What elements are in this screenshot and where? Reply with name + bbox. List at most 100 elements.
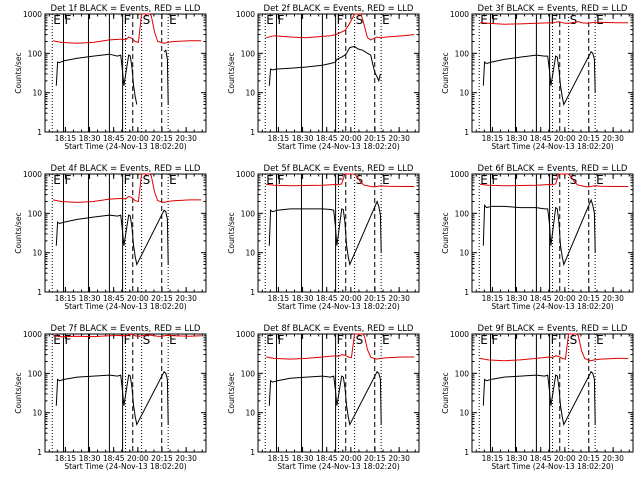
series-line-events — [268, 45, 381, 86]
x-tick-label: 18:30 — [79, 134, 101, 143]
x-tick-label: 18:30 — [79, 294, 101, 303]
x-axis-label: Start Time (24-Nov-13 18:02:20) — [491, 302, 613, 311]
y-tick-label: 100 — [455, 49, 470, 58]
x-axis-label: Start Time (24-Nov-13 18:02:20) — [277, 142, 399, 151]
event-marker-label: E — [480, 173, 488, 187]
panel-title: Det 2f BLACK = Events, RED = LLD — [264, 4, 414, 14]
detector-panel-8: Det 8f BLACK = Events, RED = LLD 1 10 100 10… — [227, 324, 420, 471]
x-tick-label: 20:30 — [388, 134, 410, 143]
event-marker-label: F — [124, 333, 131, 347]
y-axis-label: Counts/sec — [14, 52, 23, 93]
detector-panel-7: Det 7f BLACK = Events, RED = LLD 1 10 100 10… — [14, 324, 207, 471]
y-axis-label: Counts/sec — [227, 52, 236, 93]
y-tick-label: 10 — [32, 249, 42, 258]
y-tick-label: 10 — [459, 409, 469, 418]
y-tick-label: 1000 — [450, 330, 469, 339]
series-line-events — [482, 370, 596, 426]
y-tick-label: 1 — [464, 128, 469, 137]
panel-title: Det 8f BLACK = Events, RED = LLD — [264, 324, 414, 334]
x-axis-label: Start Time (24-Nov-13 18:02:20) — [64, 142, 186, 151]
y-tick-label: 1 — [250, 288, 255, 297]
panel-title: Det 4f BLACK = Events, RED = LLD — [51, 164, 201, 174]
y-tick-label: 1000 — [23, 330, 42, 339]
x-tick-label: 18:45 — [530, 134, 552, 143]
detector-panel-3: Det 3f BLACK = Events, RED = LLD 1 10 100 10… — [441, 4, 634, 151]
event-marker-label: S — [143, 333, 151, 347]
y-tick-label: 100 — [28, 209, 43, 218]
event-marker-label: S — [356, 13, 364, 27]
x-tick-label: 18:15 — [55, 454, 77, 463]
event-marker-label: E — [169, 173, 177, 187]
series-line-events — [55, 49, 169, 105]
x-tick-label: 18:45 — [316, 294, 338, 303]
plot-frame — [257, 13, 420, 133]
y-axis-label: Counts/sec — [14, 212, 23, 253]
x-tick-label: 20:15 — [151, 454, 173, 463]
y-tick-label: 1 — [250, 128, 255, 137]
event-marker-label: E — [266, 173, 274, 187]
event-marker-label: S — [570, 13, 578, 27]
x-tick-label: 18:45 — [103, 134, 125, 143]
event-marker-label: F — [551, 13, 558, 27]
x-axis-label: Start Time (24-Nov-13 18:02:20) — [491, 462, 613, 471]
x-tick-label: 18:30 — [506, 294, 528, 303]
x-tick-label: 18:30 — [79, 454, 101, 463]
detector-panel-1: Det 1f BLACK = Events, RED = LLD 1 10 100 10… — [14, 4, 207, 151]
y-tick-label: 1000 — [236, 330, 255, 339]
y-tick-label: 1 — [250, 448, 255, 457]
x-tick-label: 18:30 — [292, 294, 314, 303]
series-line-lld — [265, 13, 415, 41]
panel-title: Det 1f BLACK = Events, RED = LLD — [51, 4, 201, 14]
x-tick-label: 18:45 — [316, 134, 338, 143]
y-tick-label: 1000 — [450, 10, 469, 19]
x-axis-label: Start Time (24-Nov-13 18:02:20) — [277, 462, 399, 471]
event-marker-label: S — [356, 333, 364, 347]
event-marker-label: S — [143, 173, 151, 187]
panel-title: Det 9f BLACK = Events, RED = LLD — [478, 324, 628, 334]
event-marker-label: E — [596, 13, 604, 27]
x-tick-label: 18:15 — [268, 294, 290, 303]
x-tick-label: 20:15 — [151, 294, 173, 303]
y-tick-label: 100 — [241, 369, 256, 378]
panel-title: Det 6f BLACK = Events, RED = LLD — [478, 164, 628, 174]
y-tick-label: 1000 — [236, 170, 255, 179]
x-tick-label: 18:45 — [103, 454, 125, 463]
y-tick-label: 100 — [241, 49, 256, 58]
event-marker-label: E — [169, 333, 177, 347]
y-tick-label: 1 — [37, 448, 42, 457]
x-tick-label: 20:15 — [578, 294, 600, 303]
series-line-events — [268, 200, 382, 267]
x-tick-label: 20:30 — [388, 294, 410, 303]
x-tick-label: 18:30 — [292, 134, 314, 143]
event-marker-label: F — [337, 333, 344, 347]
detector-panel-9: Det 9f BLACK = Events, RED = LLD 1 10 100 10… — [441, 324, 634, 471]
x-tick-label: 20:30 — [602, 454, 624, 463]
series-line-lld — [480, 21, 629, 25]
x-tick-label: 18:45 — [530, 454, 552, 463]
event-marker-label: E — [53, 333, 61, 347]
panel-title: Det 7f BLACK = Events, RED = LLD — [51, 324, 201, 334]
y-tick-label: 100 — [28, 49, 43, 58]
event-marker-label: F — [337, 13, 344, 27]
y-tick-label: 10 — [459, 89, 469, 98]
series-line-events — [55, 209, 169, 267]
event-marker-label: E — [53, 13, 61, 27]
event-marker-label: E — [596, 333, 604, 347]
y-tick-label: 1000 — [450, 170, 469, 179]
y-tick-label: 100 — [455, 209, 470, 218]
x-tick-label: 20:15 — [578, 454, 600, 463]
y-tick-label: 10 — [32, 89, 42, 98]
event-marker-label: E — [266, 333, 274, 347]
event-marker-label: S — [570, 333, 578, 347]
x-tick-label: 18:15 — [482, 454, 504, 463]
event-marker-label: F — [278, 333, 285, 347]
x-tick-label: 18:15 — [268, 454, 290, 463]
series-line-lld — [266, 333, 415, 360]
detector-panel-5: Det 5f BLACK = Events, RED = LLD 1 10 100 10… — [227, 164, 420, 311]
series-line-events — [268, 370, 382, 426]
y-tick-label: 10 — [245, 89, 255, 98]
x-tick-label: 18:15 — [268, 134, 290, 143]
y-tick-label: 1 — [37, 128, 42, 137]
x-tick-label: 20:15 — [578, 134, 600, 143]
event-marker-label: F — [551, 173, 558, 187]
